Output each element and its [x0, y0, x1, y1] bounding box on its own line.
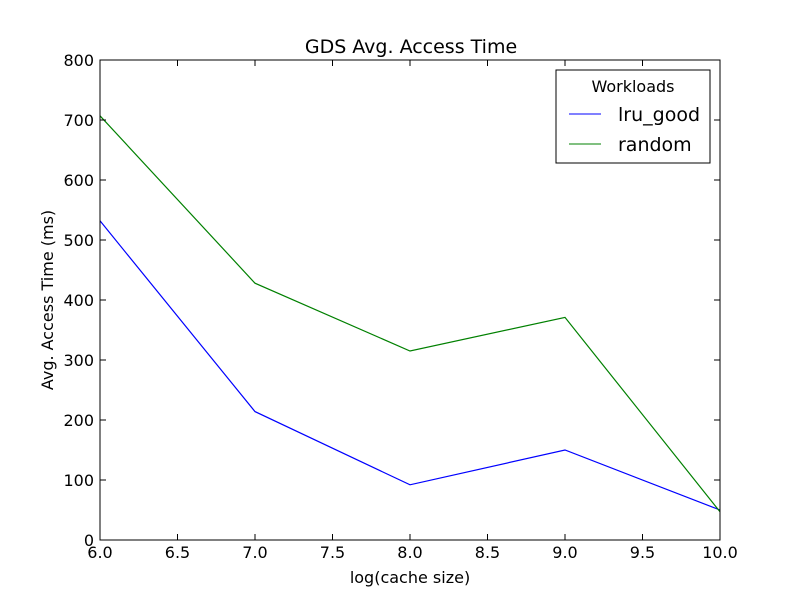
x-axis-title: log(cache size) [350, 568, 470, 587]
y-tick-label: 200 [63, 411, 94, 430]
x-tick-label: 10.0 [702, 543, 738, 562]
x-tick-label: 8.5 [475, 543, 500, 562]
y-tick-label: 800 [63, 51, 94, 70]
x-tick-label: 6.5 [165, 543, 190, 562]
x-tick-label: 9.0 [552, 543, 577, 562]
y-tick-label: 500 [63, 231, 94, 250]
y-tick-label: 600 [63, 171, 94, 190]
legend-label-random: random [618, 134, 692, 156]
y-tick-label: 300 [63, 351, 94, 370]
series-line-lru-good [99, 220, 721, 511]
legend-title: Workloads [591, 77, 674, 96]
tick-layer: 6.0 6.5 7.0 7.5 8.0 8.5 9.0 9.5 10.0 0 100 200 300 40… [63, 51, 737, 562]
y-tick-label: 0 [84, 531, 94, 550]
y-tick-label: 700 [63, 111, 94, 130]
legend-label-lru-good: lru_good [618, 104, 700, 126]
x-tick-label: 7.0 [242, 543, 267, 562]
chart-title: GDS Avg. Access Time [305, 36, 517, 58]
x-tick-label: 9.5 [630, 543, 655, 562]
legend: Workloads lru_good random [555, 69, 711, 164]
legend-box [555, 69, 711, 164]
y-tick-label: 100 [63, 471, 94, 490]
x-tick-label: 8.0 [397, 543, 422, 562]
y-tick-label: 400 [63, 291, 94, 310]
y-axis-title: Avg. Access Time (ms) [38, 210, 57, 390]
plot-frame [99, 59, 721, 541]
series-line-random [99, 115, 721, 513]
series-layer [99, 115, 721, 513]
x-tick-label: 7.5 [320, 543, 345, 562]
x-tick-label: 6.0 [87, 543, 112, 562]
